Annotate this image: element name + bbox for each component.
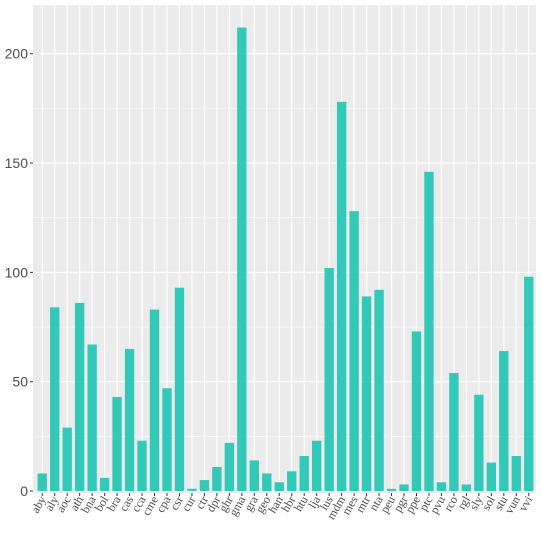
bar-mdm <box>336 101 347 491</box>
x-tick-label: ptc <box>416 494 435 514</box>
x-tick-label: pgr <box>390 494 410 515</box>
bar-pvu <box>436 482 447 491</box>
bar-sly <box>474 394 484 491</box>
bar-ppe <box>411 331 422 491</box>
bar-bra <box>112 396 122 491</box>
bar-vun <box>511 456 521 491</box>
bar-lja <box>312 440 322 491</box>
bar-han <box>274 482 284 491</box>
bar-pgr <box>399 484 409 491</box>
x-axis: abyalyaocathbnabolbracasccacmecpacsrcurc… <box>28 493 536 522</box>
bar-gma <box>237 27 247 492</box>
bar-ath <box>74 302 85 491</box>
x-tick-label: gra <box>241 493 261 514</box>
bar-ctr <box>199 480 210 491</box>
x-tick-label: cas <box>116 493 136 514</box>
x-tick-label: aly <box>42 494 61 514</box>
bar-cas <box>124 348 135 491</box>
bar-ghr <box>224 442 235 491</box>
y-tick-label: 200 <box>5 46 29 62</box>
x-tick-label: sly <box>466 494 485 513</box>
bar-aoc <box>62 427 72 491</box>
x-tick-label: bol <box>91 493 111 514</box>
x-tick-label: hbr <box>278 494 298 515</box>
x-tick-label: htu <box>291 494 311 514</box>
bar-aly <box>50 307 60 491</box>
bar-aby <box>37 473 47 491</box>
x-tick-label: bra <box>104 493 124 514</box>
bar-hbr <box>287 471 297 491</box>
bar-mes <box>349 211 359 492</box>
bar-cme <box>149 309 160 491</box>
y-tick-label: 100 <box>5 264 29 280</box>
bar-sol <box>486 462 497 491</box>
x-tick-label: ghr <box>216 494 236 515</box>
bar-rgl <box>461 484 472 491</box>
x-tick-label: csr <box>167 494 186 513</box>
bars <box>37 27 534 492</box>
bar-stu <box>499 351 509 491</box>
bar-geo <box>262 473 272 491</box>
bar-cpa <box>162 388 172 491</box>
bar-gra <box>249 460 259 491</box>
bar-bna <box>87 344 97 491</box>
y-axis: 0 50 100 150 200 <box>5 46 33 499</box>
bar-cca <box>137 440 147 491</box>
bar-csr <box>174 287 185 491</box>
bar-nta <box>374 289 384 491</box>
bar-dpr <box>212 466 222 491</box>
bar-lus <box>324 267 334 491</box>
x-tick-label: nta <box>366 493 386 513</box>
bar-bol <box>99 477 110 491</box>
x-tick-label: lus <box>317 493 336 512</box>
x-tick-label: ath <box>67 494 86 514</box>
bar-rco <box>449 372 459 491</box>
x-tick-label: ctr <box>193 493 211 511</box>
x-tick-label: rco <box>441 494 461 514</box>
bar-cur <box>187 488 197 491</box>
bar-htu <box>299 456 309 491</box>
y-tick-label: 50 <box>12 374 28 390</box>
y-tick-label: 150 <box>5 155 29 171</box>
x-tick-label: dpr <box>203 494 223 515</box>
bar-mtr <box>361 296 372 491</box>
x-tick-label: vvi <box>516 493 536 514</box>
x-tick-label: stu <box>491 494 510 513</box>
x-tick-label: cur <box>179 494 199 514</box>
bar-vvi <box>524 276 534 491</box>
plot-panel <box>33 5 536 493</box>
y-tick-label: 0 <box>20 483 28 499</box>
bar-ptc <box>424 171 434 492</box>
bar-peu <box>386 488 397 491</box>
